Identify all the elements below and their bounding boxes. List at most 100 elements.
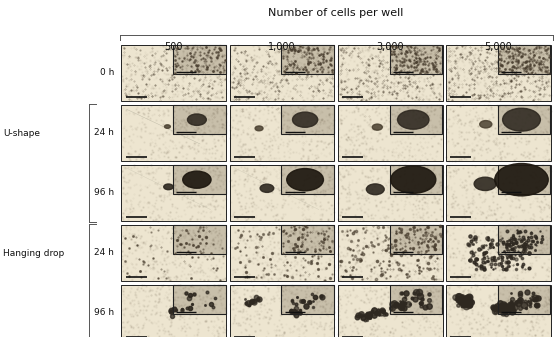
Bar [229, 45, 335, 101]
Circle shape [495, 163, 548, 196]
Text: 24 h: 24 h [94, 248, 114, 257]
Bar [173, 285, 226, 314]
Bar [446, 165, 551, 221]
Circle shape [398, 110, 429, 129]
Bar [390, 165, 442, 194]
Circle shape [183, 171, 211, 188]
Bar [121, 285, 226, 337]
Bar [229, 165, 335, 221]
Bar [338, 165, 443, 221]
Bar [338, 45, 443, 101]
Bar [390, 105, 442, 134]
Bar [173, 105, 226, 134]
Bar [281, 165, 334, 194]
Bar [390, 105, 442, 134]
Bar [338, 285, 443, 337]
Bar [281, 105, 334, 134]
Bar [173, 45, 226, 74]
Bar [173, 225, 226, 254]
Text: 24 h: 24 h [94, 128, 114, 137]
Text: Number of cells per well: Number of cells per well [268, 8, 404, 19]
Bar [229, 165, 335, 221]
Bar [338, 225, 443, 281]
Bar [390, 285, 442, 314]
Bar [446, 225, 551, 281]
Text: U-shape: U-shape [3, 129, 40, 138]
Bar [498, 165, 550, 194]
Bar [121, 225, 226, 281]
Bar [338, 225, 443, 281]
Text: Hanging drop: Hanging drop [3, 249, 64, 258]
Bar [498, 285, 550, 314]
Bar [229, 105, 335, 161]
Bar [338, 285, 443, 337]
Bar [281, 225, 334, 254]
Bar [281, 45, 334, 74]
Circle shape [188, 114, 206, 125]
Circle shape [480, 121, 492, 128]
Bar [281, 225, 334, 254]
Circle shape [372, 124, 382, 130]
Bar [338, 165, 443, 221]
Bar [498, 225, 550, 254]
Bar [121, 45, 226, 101]
Text: 5,000: 5,000 [485, 42, 512, 52]
Bar [390, 285, 442, 314]
Bar [229, 285, 335, 337]
Bar [390, 45, 442, 74]
Bar [498, 165, 550, 194]
Bar [173, 165, 226, 194]
Circle shape [502, 108, 540, 131]
Bar [390, 45, 442, 74]
Text: 3,000: 3,000 [377, 42, 404, 52]
Bar [498, 105, 550, 134]
Bar [173, 225, 226, 254]
Circle shape [255, 126, 263, 131]
Circle shape [287, 168, 324, 191]
Bar [173, 165, 226, 194]
Bar [121, 165, 226, 221]
Text: 96 h: 96 h [94, 308, 114, 317]
Circle shape [391, 166, 436, 193]
Bar [229, 105, 335, 161]
Bar [121, 285, 226, 337]
Circle shape [367, 184, 384, 195]
Bar [446, 285, 551, 337]
Bar [229, 45, 335, 101]
Text: 0 h: 0 h [100, 68, 114, 77]
Bar [281, 285, 334, 314]
Bar [121, 45, 226, 101]
Text: 96 h: 96 h [94, 188, 114, 197]
Bar [281, 105, 334, 134]
Bar [498, 285, 550, 314]
Bar [446, 45, 551, 101]
Bar [446, 105, 551, 161]
Bar [229, 225, 335, 281]
Bar [498, 105, 550, 134]
Bar [121, 165, 226, 221]
Bar [281, 285, 334, 314]
Bar [173, 105, 226, 134]
Bar [121, 225, 226, 281]
Circle shape [474, 177, 496, 190]
Bar [121, 105, 226, 161]
Bar [173, 285, 226, 314]
Bar [390, 225, 442, 254]
Bar [338, 105, 443, 161]
Bar [338, 105, 443, 161]
Bar [281, 165, 334, 194]
Bar [390, 225, 442, 254]
Circle shape [292, 112, 317, 127]
Bar [446, 225, 551, 281]
Text: 500: 500 [165, 42, 183, 52]
Bar [446, 105, 551, 161]
Bar [229, 225, 335, 281]
Bar [338, 45, 443, 101]
Bar [498, 225, 550, 254]
Bar [446, 165, 551, 221]
Text: 1,000: 1,000 [268, 42, 296, 52]
Circle shape [260, 184, 273, 192]
Bar [390, 165, 442, 194]
Bar [446, 285, 551, 337]
Bar [229, 285, 335, 337]
